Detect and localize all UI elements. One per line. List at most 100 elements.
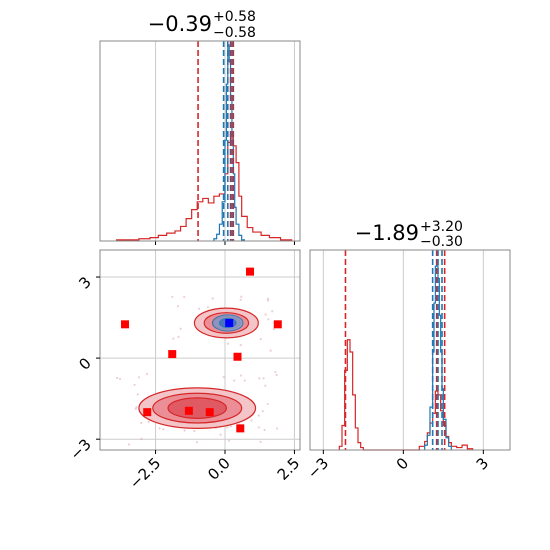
y-tick-label: 0: [75, 354, 94, 373]
joint-frame: [99, 249, 301, 451]
sample-point: [162, 428, 165, 431]
red-square-marker: [184, 406, 193, 415]
sample-point: [183, 295, 186, 299]
sample-point: [137, 376, 140, 379]
sample-point: [264, 313, 267, 316]
sample-point: [275, 373, 278, 377]
sample-point: [135, 406, 138, 409]
sample-point: [266, 402, 269, 406]
marginal-y-title-value: −1.89: [355, 221, 419, 245]
sample-point: [257, 426, 260, 429]
sample-point: [229, 425, 232, 428]
sample-point: [177, 335, 180, 339]
sample-point: [276, 427, 279, 430]
y-tick-label: 3: [75, 273, 94, 292]
sample-point: [271, 310, 274, 313]
sample-point: [140, 421, 143, 424]
marginal-x-red-histogram: [116, 134, 293, 241]
sample-point: [261, 410, 264, 413]
marginal-y-frame: [309, 249, 511, 451]
red-histogram-step: [338, 339, 474, 451]
sample-point: [179, 327, 182, 330]
sample-point: [116, 376, 119, 380]
red-square-marker: [236, 424, 245, 433]
blue-square-marker: [225, 318, 234, 327]
marginal-y-red-histogram: [338, 339, 474, 451]
sample-point: [211, 297, 214, 300]
sample-point: [239, 298, 242, 301]
sample-point: [267, 318, 270, 321]
marginal-y-title-minus: −0.30: [420, 234, 463, 250]
sample-point: [127, 443, 131, 446]
marginal-x-title-value: −0.39: [148, 12, 212, 36]
sample-point: [257, 414, 260, 417]
sample-point: [136, 393, 139, 396]
sample-point: [258, 377, 261, 380]
red-square-marker: [143, 408, 152, 417]
red-square-marker: [121, 320, 129, 329]
sample-point: [195, 441, 199, 444]
marginal-x-title-minus: −0.58: [213, 25, 256, 41]
sample-point: [158, 427, 161, 430]
marginal-y-x-ticks: −3 0 3: [304, 450, 492, 482]
sample-point: [133, 383, 136, 386]
marginal-y-title-plus: +3.20: [420, 219, 463, 235]
sample-point: [176, 305, 179, 308]
sample-point: [233, 379, 236, 382]
red-contour-level: [167, 397, 227, 419]
sample-point: [266, 297, 270, 300]
marginal-y-quantile-lines: [344, 250, 446, 450]
x-tick-label: 2.5: [274, 454, 304, 484]
x-tick-label: 3: [473, 454, 492, 473]
sample-point: [272, 328, 276, 331]
sample-point: [193, 429, 196, 433]
joint-y-ticks: 3 0 −3: [66, 273, 100, 464]
joint-panel: −2.5 0.0 2.5 3 0 −3: [66, 249, 303, 493]
sample-point: [134, 407, 137, 410]
marginal-x-title-plus: +0.58: [213, 9, 256, 25]
red-histogram-step: [116, 134, 293, 241]
marginal-x-quantile-lines: [197, 41, 235, 241]
sample-point: [147, 420, 150, 423]
sample-point: [171, 295, 174, 298]
x-tick-label: 0: [393, 454, 412, 473]
sample-point: [239, 343, 242, 347]
red-square-marker: [205, 408, 214, 417]
sample-point: [226, 342, 230, 345]
sample-point: [264, 384, 267, 387]
red-square-marker: [246, 267, 254, 276]
sample-point: [140, 437, 143, 441]
red-square-marker: [168, 350, 177, 359]
red-square-marker: [273, 320, 282, 329]
sample-point: [219, 433, 222, 436]
sample-point: [222, 376, 225, 379]
x-tick-label: 0.0: [204, 454, 234, 484]
sample-point: [206, 306, 209, 309]
sample-point: [198, 307, 201, 310]
sample-point: [145, 372, 149, 376]
sample-point: [262, 377, 265, 380]
marginal-x-frame: [99, 40, 301, 242]
marginal-y-panel: −1.89 +3.20 −0.30 −3 0 3: [304, 219, 511, 482]
sample-point: [183, 429, 186, 432]
sample-point: [250, 419, 253, 422]
x-tick-label: −2.5: [126, 454, 164, 492]
sample-point: [259, 440, 262, 443]
joint-markers: [121, 267, 282, 433]
sample-point: [259, 337, 262, 341]
sample-point: [226, 426, 229, 429]
joint-x-ticks: −2.5 0.0 2.5: [126, 450, 303, 493]
joint-contours: [138, 307, 259, 429]
sample-point: [228, 439, 231, 442]
x-tick-label: −3: [304, 454, 332, 482]
sample-point: [266, 299, 269, 302]
y-tick-label: −3: [66, 435, 94, 463]
sample-point: [240, 295, 243, 298]
sample-point: [118, 377, 122, 381]
sample-point: [263, 428, 266, 432]
sample-point: [243, 379, 246, 382]
red-square-marker: [233, 352, 242, 361]
marginal-x-panel: −0.39 +0.58 −0.58: [99, 9, 301, 245]
sample-point: [269, 349, 272, 352]
